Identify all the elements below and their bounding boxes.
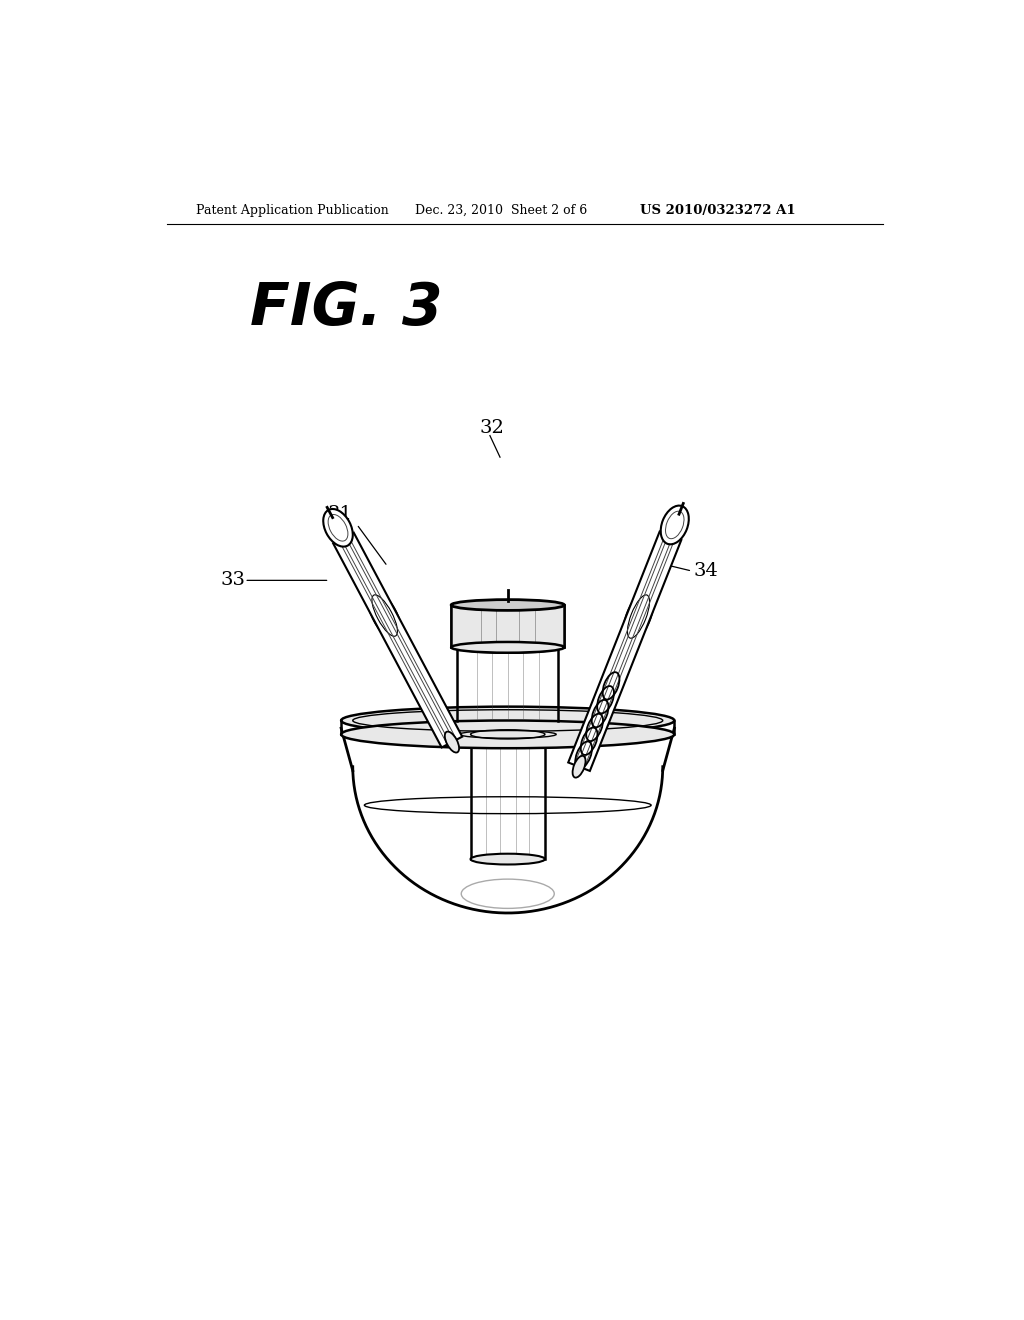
- Text: 31: 31: [328, 506, 353, 523]
- Text: US 2010/0323272 A1: US 2010/0323272 A1: [640, 205, 795, 218]
- Ellipse shape: [458, 642, 558, 653]
- Ellipse shape: [471, 854, 545, 865]
- Ellipse shape: [341, 706, 675, 734]
- Ellipse shape: [452, 642, 564, 653]
- Text: FIG. 3: FIG. 3: [251, 280, 443, 337]
- Bar: [452, 605, 564, 647]
- Polygon shape: [568, 532, 681, 771]
- Text: Dec. 23, 2010  Sheet 2 of 6: Dec. 23, 2010 Sheet 2 of 6: [415, 205, 587, 218]
- Ellipse shape: [660, 506, 689, 544]
- Ellipse shape: [341, 721, 675, 748]
- Polygon shape: [333, 532, 462, 747]
- Text: 32: 32: [479, 418, 504, 437]
- Ellipse shape: [572, 756, 586, 777]
- Ellipse shape: [324, 510, 353, 546]
- Text: 34: 34: [693, 562, 719, 579]
- Ellipse shape: [471, 730, 545, 739]
- Text: Patent Application Publication: Patent Application Publication: [197, 205, 389, 218]
- Ellipse shape: [624, 589, 653, 644]
- Text: 33: 33: [221, 572, 246, 589]
- Ellipse shape: [452, 599, 564, 610]
- Ellipse shape: [444, 731, 459, 752]
- Ellipse shape: [368, 590, 401, 642]
